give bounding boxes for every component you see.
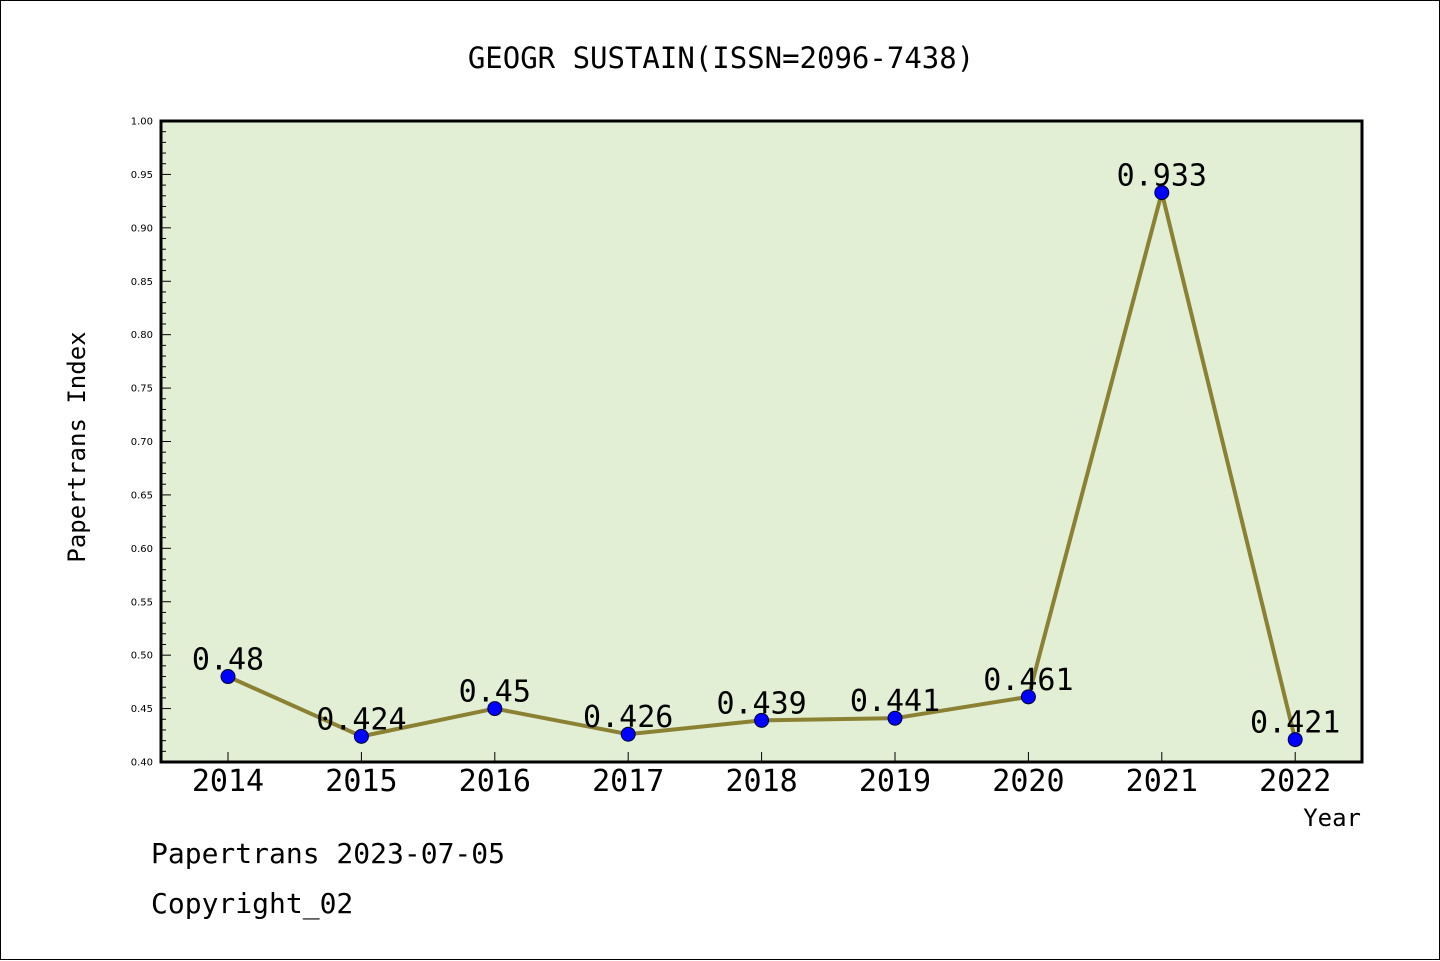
y-axis: 0.40 0.45 0.50 0.55 0.60 0.65 0.70 0.75 0.80 0.85…: [131, 117, 171, 769]
x-tick-label: 2022: [1259, 764, 1331, 799]
y-tick-label: 1.00: [131, 117, 153, 128]
y-tick-label: 0.60: [131, 544, 153, 555]
data-label: 0.48: [192, 643, 264, 678]
y-tick-label: 0.55: [131, 597, 153, 608]
x-tick-label: 2020: [992, 764, 1064, 799]
y-tick-label: 0.40: [131, 758, 153, 769]
x-axis-label: Year: [1303, 804, 1361, 832]
data-label: 0.424: [316, 702, 406, 737]
x-tick-label: 2018: [725, 764, 797, 799]
data-point: [487, 701, 503, 717]
x-tick-label: 2014: [192, 764, 264, 799]
footer-source: Papertrans 2023-07-05: [151, 837, 506, 870]
y-tick-label: 0.45: [131, 704, 153, 715]
plot-area: [161, 121, 1362, 762]
data-point: [1154, 185, 1170, 201]
x-tick-label: 2021: [1126, 764, 1198, 799]
y-tick-label: 0.95: [131, 170, 153, 181]
data-label: 0.933: [1117, 159, 1207, 194]
x-axis: 2014 2015 2016 2017 2018 2019 2020 2021 2022: [192, 752, 1331, 799]
data-label: 0.421: [1250, 706, 1340, 741]
data-point: [1287, 732, 1303, 748]
data-label: 0.439: [716, 686, 806, 721]
x-tick-label: 2017: [592, 764, 664, 799]
plot-border: [159, 119, 1364, 764]
y-tick-label: 0.80: [131, 330, 153, 341]
series-line: 0.48 0.424 0.45 0.426 0.439 0.441 0.461 0.933 0.…: [192, 159, 1340, 748]
y-axis-label: Papertrans Index: [63, 331, 91, 562]
data-point: [220, 669, 236, 685]
y-tick-label: 0.75: [131, 384, 153, 395]
data-point: [353, 728, 369, 744]
data-label: 0.45: [459, 675, 531, 710]
x-tick-label: 2019: [859, 764, 931, 799]
y-tick-label: 0.50: [131, 651, 153, 662]
y-tick-label: 0.65: [131, 490, 153, 501]
x-tick-label: 2016: [459, 764, 531, 799]
chart-title: GEOGR SUSTAIN(ISSN=2096-7438): [468, 41, 974, 75]
data-point: [620, 726, 636, 742]
data-point: [754, 712, 770, 728]
y-tick-label: 0.70: [131, 437, 153, 448]
y-tick-label: 0.90: [131, 223, 153, 234]
data-label: 0.426: [583, 700, 673, 735]
x-tick-label: 2015: [325, 764, 397, 799]
y-tick-label: 0.85: [131, 277, 153, 288]
data-label: 0.441: [850, 684, 940, 719]
data-point: [887, 710, 903, 726]
data-point: [1020, 689, 1036, 705]
data-label: 0.461: [983, 663, 1073, 698]
footer-copyright: Copyright_02: [151, 887, 354, 920]
